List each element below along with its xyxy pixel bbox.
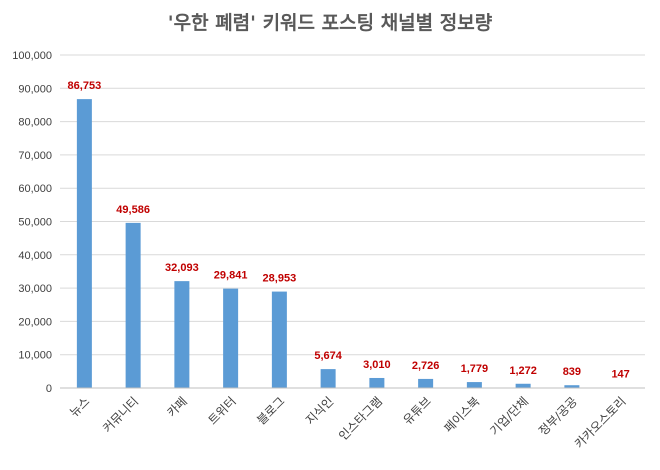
bar [466,382,482,388]
x-tick-label: 커뮤니티 [100,394,141,435]
y-tick-label: 10,000 [18,350,52,362]
y-tick-label: 0 [46,383,52,395]
x-tick-label: 페이스북 [441,394,482,435]
x-axis-ticks: 뉴스 커뮤니티 카페 트위터 블로그 지식인 인스타그램 유튜브 페이스북 기업/단체 정부/공공카… [67,394,629,451]
bar [271,291,287,388]
x-tick-label: 지식인 [303,394,336,427]
bar [320,369,336,388]
y-axis-ticks: 0 10,000 20,000 30,000 40,000 50,000 60,000 70,… [12,50,52,395]
bar [76,99,92,388]
bar [223,288,239,388]
x-tick-label: 블로그 [254,394,287,427]
x-tick-label: 인스타그램 [336,394,385,443]
data-label: 29,841 [214,270,248,282]
x-tick-label: 카카오스토리 [572,394,629,451]
y-tick-label: 30,000 [18,283,52,295]
gridlines [60,54,645,356]
bar [369,377,385,388]
data-label: 49,586 [116,204,150,216]
y-tick-label: 60,000 [18,183,52,195]
x-tick-label: 뉴스 [67,394,93,420]
y-tick-label: 70,000 [18,150,52,162]
y-tick-label: 90,000 [18,83,52,95]
bar [174,281,190,388]
data-label: 147 [611,369,629,381]
x-tick-label: 유튜브 [400,394,433,427]
chart-title: '우한 폐렴' 키워드 포스팅 채널별 정보량 [168,12,493,34]
bar [564,385,580,388]
data-label: 32,093 [165,262,199,274]
data-label: 1,779 [461,363,489,375]
y-tick-label: 20,000 [18,316,52,328]
bar [515,383,531,388]
bar [125,222,141,388]
x-tick-label: 카페 [164,394,190,420]
data-label: 2,726 [412,360,440,372]
data-label: 839 [563,366,581,378]
bar [418,378,434,388]
data-labels: 86,753 49,586 32,093 29,841 28,953 5,674 3,010… [68,80,630,380]
y-tick-label: 50,000 [18,217,52,229]
x-tick-label: 트위터 [205,394,238,427]
data-label: 1,272 [509,365,537,377]
x-tick-label: 기업/단체 [487,394,531,438]
data-label: 86,753 [68,80,102,92]
x-tick-label: 정부/공공 [536,394,580,438]
y-tick-label: 40,000 [18,250,52,262]
bars [76,99,629,389]
data-label: 5,674 [314,350,342,362]
data-label: 3,010 [363,359,391,371]
y-tick-label: 100,000 [12,50,52,62]
y-tick-label: 80,000 [18,117,52,129]
data-label: 28,953 [263,273,297,285]
